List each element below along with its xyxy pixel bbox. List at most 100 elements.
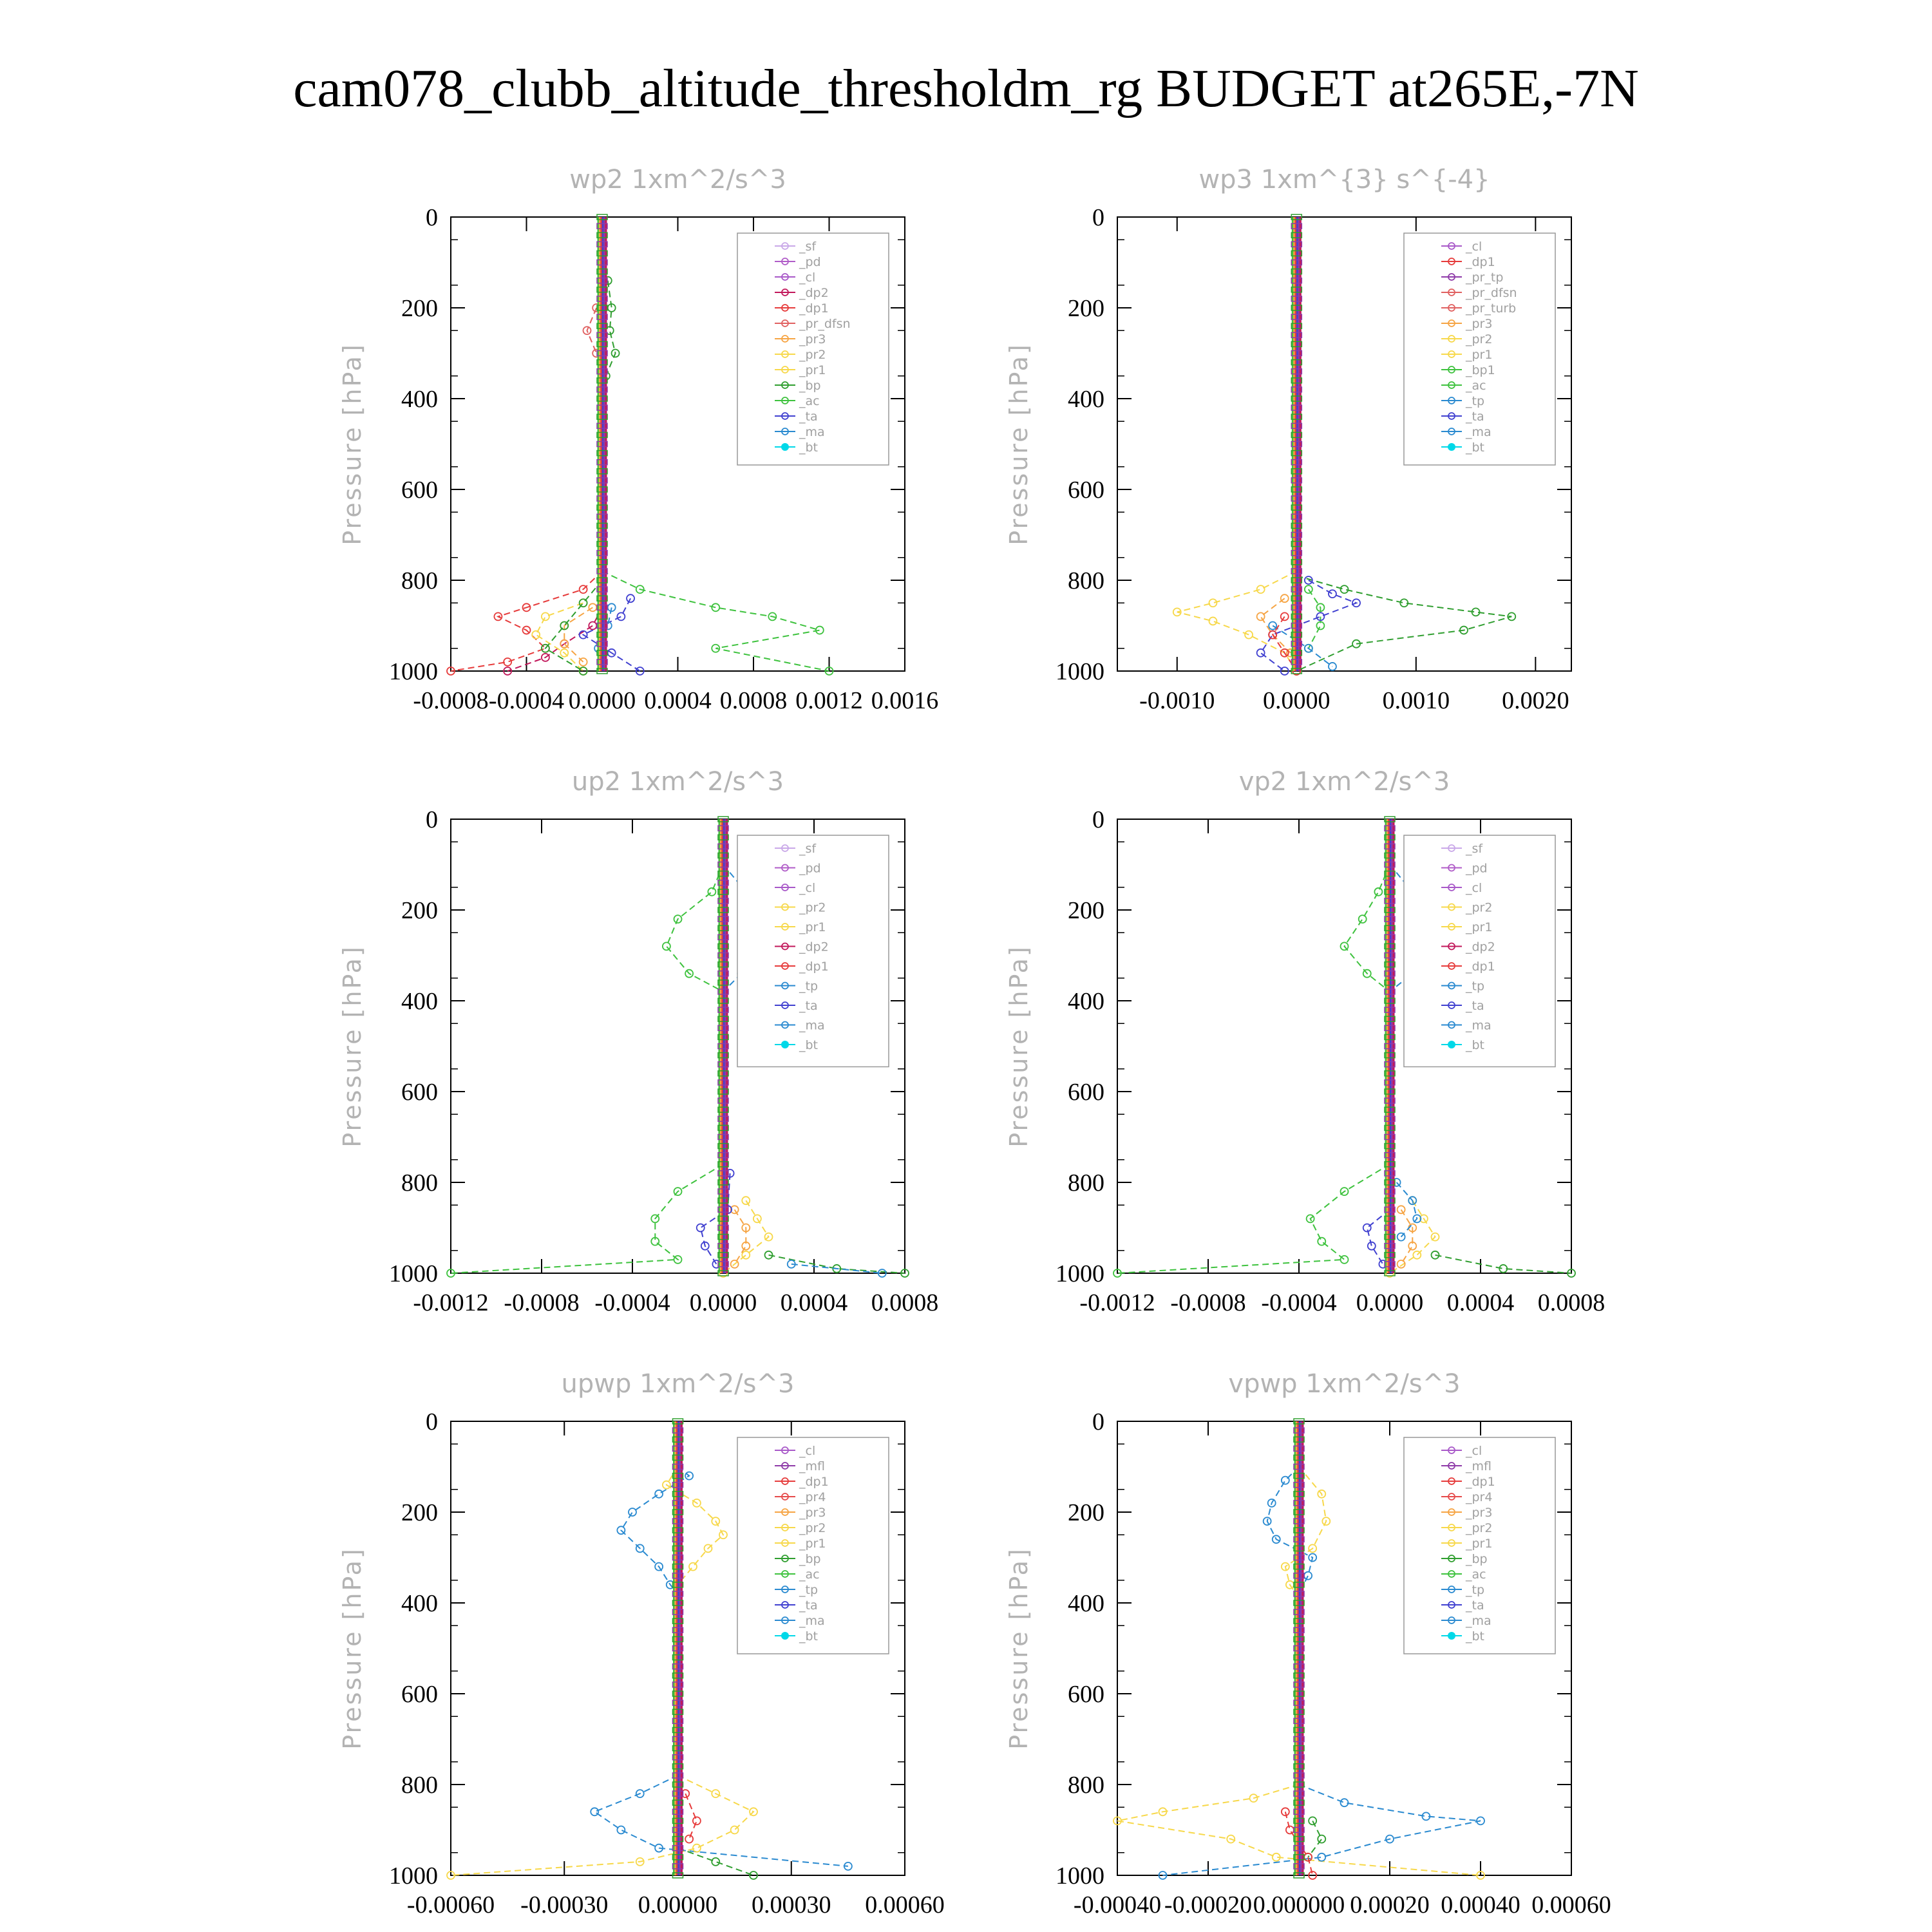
- zero-line-marker: [672, 1763, 684, 1770]
- zero-line-marker: [672, 1709, 684, 1715]
- zero-line-marker: [1291, 504, 1303, 511]
- series-point: [635, 1544, 645, 1553]
- legend-label: _bt: [1465, 440, 1484, 455]
- series-point: [560, 639, 569, 649]
- zero-line-marker: [596, 440, 608, 448]
- legend-label: _tp: [799, 980, 818, 994]
- zero-line-marker: [1291, 422, 1303, 430]
- panel-title: up2 1xm^2/s^3: [572, 767, 784, 797]
- legend-label: _bt: [799, 1629, 818, 1643]
- zero-line-marker: [1291, 668, 1303, 674]
- legend-label: _ac: [1465, 379, 1486, 393]
- zero-line-marker: [717, 825, 729, 831]
- zero-line-marker: [596, 595, 608, 601]
- series-point: [1408, 1241, 1417, 1251]
- legend-label: _pr1: [1465, 920, 1492, 934]
- y-tick-label: 1000: [389, 1260, 438, 1287]
- legend-label: _pr1: [799, 1537, 826, 1551]
- series-line-pr1: [544, 580, 603, 672]
- panel-title: vp2 1xm^2/s^3: [1239, 767, 1450, 797]
- zero-line-marker: [1291, 341, 1303, 348]
- zero-line-marker: [672, 1472, 684, 1479]
- zero-line-marker: [1291, 440, 1303, 448]
- series-point: [1305, 1214, 1315, 1224]
- series-point: [1396, 1205, 1406, 1215]
- zero-line-marker: [717, 998, 729, 1004]
- zero-line-marker: [1293, 1509, 1305, 1515]
- zero-line-marker: [1293, 1863, 1305, 1870]
- zero-line-marker: [1291, 522, 1303, 529]
- legend-label: _pr2: [1465, 1521, 1492, 1535]
- legend-label: _dp2: [799, 940, 829, 954]
- series-point: [1362, 1223, 1372, 1233]
- zero-line-marker: [1384, 1007, 1396, 1013]
- legend-marker: [781, 942, 789, 951]
- y-tick-label: 0: [1092, 1408, 1104, 1435]
- series-point: [768, 612, 777, 621]
- chart-panel-2: wp3 1xm^{3} s^{-4} Pressure [hPa] 0 200 400 6…: [1005, 165, 1572, 714]
- legend-label: _pd: [799, 255, 821, 269]
- series-point: [1256, 648, 1265, 658]
- legend-label: _pd: [1465, 862, 1488, 876]
- chart-panel-3: up2 1xm^2/s^3 Pressure [hPa] 0 200 400 600 800…: [338, 767, 938, 1316]
- zero-line-marker: [596, 640, 608, 647]
- zero-line-marker: [717, 870, 729, 877]
- x-tick-label: 0.00000: [638, 1891, 718, 1918]
- zero-line-marker: [1291, 214, 1303, 220]
- legend-marker: [781, 1524, 789, 1531]
- zero-line-marker: [596, 486, 608, 493]
- legend-marker: [1448, 381, 1455, 389]
- legend-marker: [781, 242, 789, 250]
- x-tick-label: 0.0008: [871, 1289, 939, 1316]
- zero-line-marker: [1291, 314, 1303, 320]
- series-point: [616, 1825, 626, 1835]
- legend-label: _bp: [799, 1552, 821, 1566]
- series-line-dp2: [507, 607, 603, 672]
- series-point: [1567, 1269, 1576, 1278]
- legend-marker: [1448, 1524, 1455, 1531]
- panel-title: upwp 1xm^2/s^3: [562, 1369, 795, 1399]
- series-point: [588, 603, 598, 612]
- zero-line-marker: [1291, 477, 1303, 484]
- zero-line-marker: [596, 305, 608, 311]
- y-tick-label: 200: [401, 295, 438, 322]
- series-point: [654, 1489, 664, 1499]
- legend-marker: [781, 1462, 789, 1470]
- series-point: [1340, 1187, 1349, 1196]
- zero-line-marker: [717, 1179, 729, 1186]
- zero-line-marker: [1291, 350, 1303, 357]
- zero-line-marker: [1291, 650, 1303, 656]
- series-point: [578, 658, 588, 667]
- series-line-dp2: [768, 1254, 905, 1274]
- zero-line-marker: [596, 241, 608, 248]
- zero-line-marker: [1293, 1545, 1305, 1552]
- series-line-dp1: [1272, 616, 1298, 672]
- zero-line-marker: [1293, 1518, 1305, 1524]
- zero-line-marker: [596, 468, 608, 475]
- zero-line-marker: [672, 1681, 684, 1688]
- zero-line-marker: [717, 1233, 729, 1240]
- series-line-pr2: [1260, 598, 1291, 654]
- series-point: [611, 348, 620, 358]
- legend-marker: [1448, 844, 1455, 852]
- zero-line-marker: [596, 368, 608, 375]
- series-point: [1340, 942, 1349, 951]
- series-line-pr1: [1389, 1200, 1436, 1274]
- series-point: [1385, 1834, 1394, 1844]
- series-point: [446, 667, 455, 676]
- series-point: [1280, 1475, 1290, 1485]
- series-point: [503, 667, 513, 676]
- legend: _sf_pd_cl_dp2_dp1_pr_dfsn_pr3 _pr2_pr1 _bp…: [737, 232, 889, 466]
- zero-line-marker: [1384, 1052, 1396, 1059]
- series-line-ta: [582, 598, 641, 672]
- legend-label: _ma: [799, 1614, 825, 1628]
- zero-line-marker: [596, 214, 608, 220]
- legend-label: _pr3: [799, 332, 826, 346]
- x-tick-label: 0.0020: [1502, 687, 1569, 714]
- y-tick-label: 800: [1068, 1772, 1104, 1799]
- zero-line-marker: [717, 1215, 729, 1222]
- series-point: [1419, 1214, 1428, 1224]
- legend-marker: [1448, 1539, 1455, 1547]
- x-tick-label: -0.0010: [1139, 687, 1215, 714]
- zero-line-marker: [717, 889, 729, 895]
